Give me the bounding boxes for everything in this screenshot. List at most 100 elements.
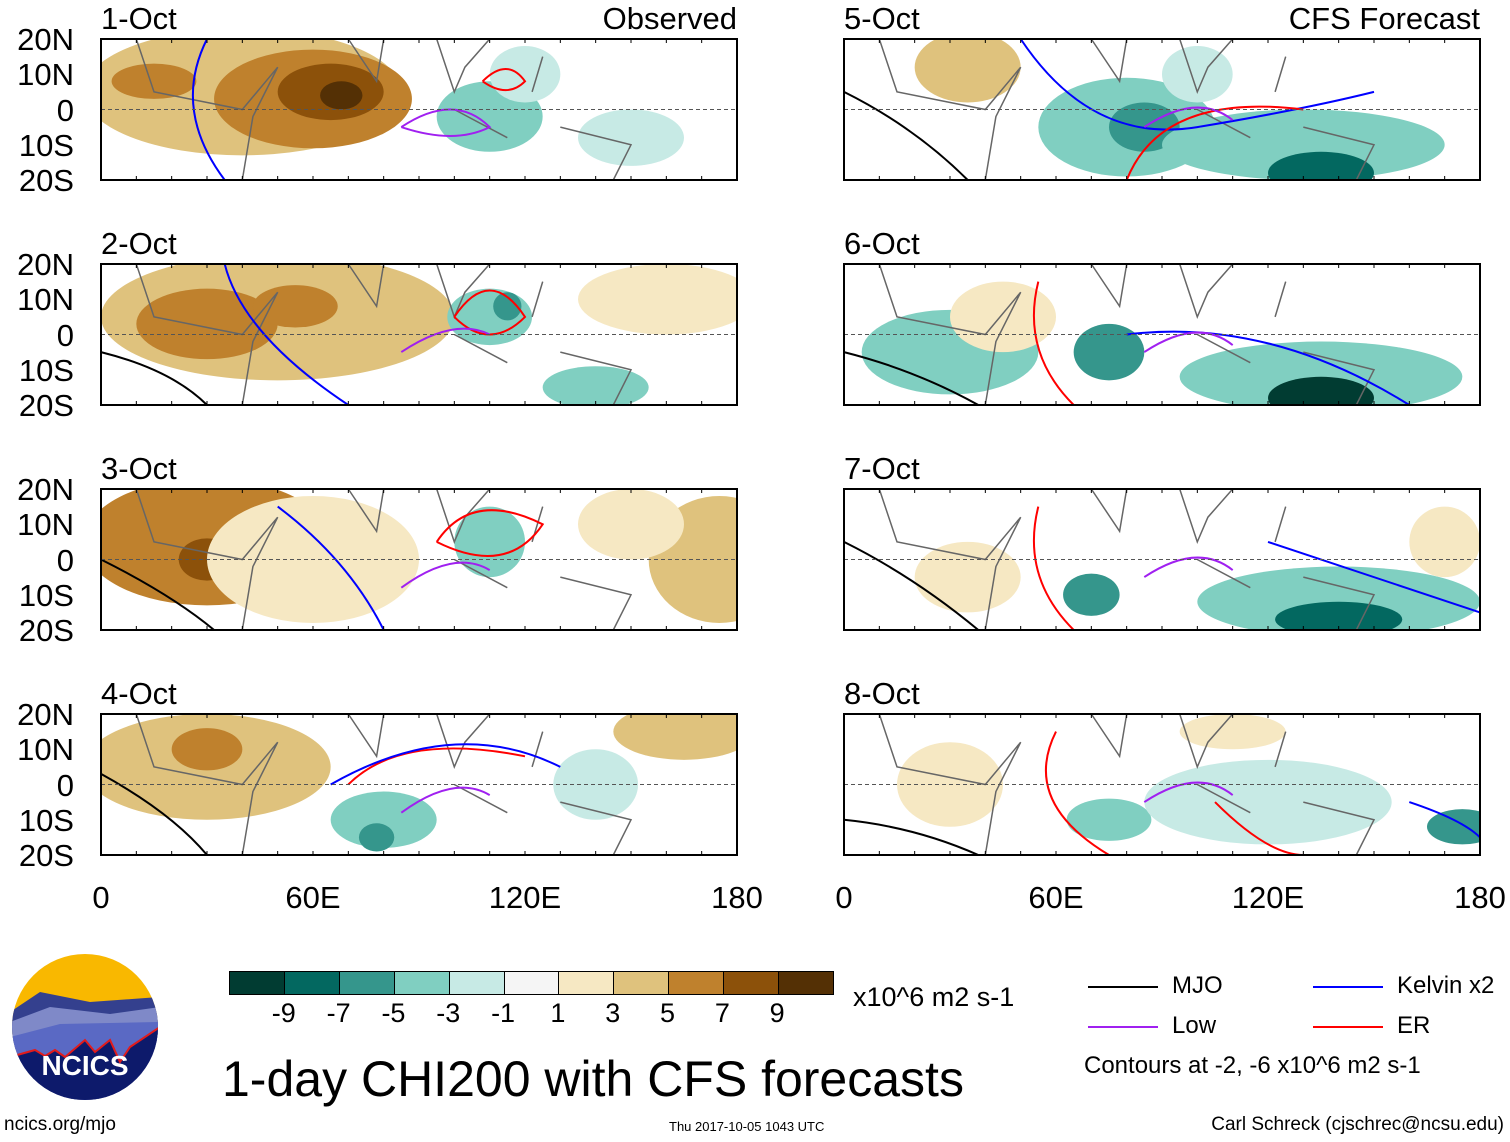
wave-contour — [100, 351, 208, 406]
panel-date-label: 4-Oct — [101, 676, 177, 711]
anomaly-shading — [1073, 323, 1145, 381]
map-panel — [100, 488, 738, 631]
wave-contour — [1143, 556, 1234, 578]
colorbar-tick-label: 7 — [714, 998, 730, 1028]
legend-label: Kelvin x2 — [1397, 972, 1495, 999]
y-tick-label: 10S — [18, 352, 74, 388]
anomaly-shading — [1179, 714, 1286, 750]
wave-contour — [435, 509, 545, 557]
colorbar-swatch — [669, 972, 725, 994]
colorbar-swatch — [449, 972, 505, 994]
colorbar — [229, 971, 834, 995]
panel-date-label: 1-Oct — [101, 1, 177, 36]
anomaly-shading — [613, 713, 738, 760]
anomaly-shading — [1268, 376, 1374, 406]
anomaly-shading — [578, 109, 684, 166]
map-panel — [100, 713, 738, 856]
wave-contour — [1143, 106, 1234, 128]
anomaly-shading — [1162, 46, 1233, 103]
colorbar-tick-label: -3 — [436, 998, 461, 1028]
map-panel — [100, 263, 738, 406]
y-tick-label: 10N — [17, 507, 74, 543]
colorbar-swatch — [559, 972, 615, 994]
anomaly-shading — [1427, 809, 1481, 845]
panel-date-label: 2-Oct — [101, 226, 177, 261]
x-tick-label: 120E — [488, 880, 562, 915]
y-tick-label: 20N — [17, 697, 74, 732]
anomaly-shading — [1197, 566, 1480, 631]
footer-timestamp: Thu 2017-10-05 1043 UTC — [669, 1119, 825, 1134]
coastline — [135, 713, 633, 856]
y-tick-label: 20S — [18, 388, 74, 423]
y-tick-label: 20N — [17, 247, 74, 282]
colorbar-swatch — [779, 972, 833, 994]
x-tick-label: 0 — [92, 880, 110, 915]
legend-label: Low — [1172, 1012, 1217, 1039]
anomaly-shading — [320, 81, 363, 110]
wave-contour — [1143, 331, 1234, 353]
wave-contour — [843, 351, 979, 406]
coastline — [135, 263, 633, 406]
wave-contour — [347, 747, 526, 786]
column-heading: Observed — [602, 1, 737, 36]
x-tick-label: 60E — [285, 880, 341, 915]
wave-contour — [400, 786, 491, 814]
colorbar-tick-label: -7 — [326, 998, 351, 1028]
y-tick-label: 20S — [18, 163, 74, 198]
x-tick-label: 180 — [711, 880, 763, 915]
y-tick-label: 0 — [56, 542, 74, 578]
coastline — [878, 713, 1376, 856]
legend-label: MJO — [1172, 972, 1223, 999]
colorbar-swatch — [394, 972, 450, 994]
legend-line — [1088, 986, 1158, 988]
colorbar-tick-label: 3 — [605, 998, 621, 1028]
map-panel — [843, 263, 1481, 406]
anomaly-shading — [111, 63, 197, 99]
x-tick-label: 120E — [1231, 880, 1305, 915]
panel-date-label: 8-Oct — [844, 676, 920, 711]
map-panel — [843, 713, 1481, 856]
anomaly-shading — [1275, 601, 1403, 631]
y-tick-label: 20S — [18, 613, 74, 648]
map-panel — [843, 38, 1481, 181]
wave-contour — [453, 289, 527, 336]
colorbar-tick-label: 9 — [769, 998, 785, 1028]
anomaly-shading — [914, 541, 1021, 613]
footer-url[interactable]: ncics.org/mjo — [4, 1114, 116, 1135]
wave-contour — [1032, 281, 1075, 406]
wave-contour — [1044, 731, 1110, 856]
anomaly-shading — [578, 264, 738, 335]
y-tick-label: 0 — [56, 317, 74, 353]
map-panel — [843, 488, 1481, 631]
wave-contour — [400, 327, 491, 353]
anomaly-shading — [950, 281, 1056, 353]
colorbar-swatch — [284, 972, 340, 994]
wave-contour — [843, 91, 969, 181]
anomaly-shading — [489, 46, 561, 103]
anomaly-shading — [493, 292, 522, 321]
colorbar-swatch — [339, 972, 395, 994]
wave-contour — [100, 773, 208, 856]
column-heading: CFS Forecast — [1288, 1, 1480, 36]
contour-note: Contours at -2, -6 x10^6 m2 s-1 — [1084, 1052, 1421, 1079]
anomaly-shading — [171, 728, 243, 771]
wave-contour — [100, 558, 215, 631]
colorbar-tick-label: 5 — [660, 998, 676, 1028]
wave-contour — [1125, 105, 1304, 181]
colorbar-swatch — [504, 972, 560, 994]
y-tick-label: 20N — [17, 22, 74, 57]
y-tick-label: 0 — [56, 767, 74, 803]
coastline — [878, 488, 1376, 631]
colorbar-tick-label: -5 — [381, 998, 406, 1028]
y-tick-label: 20N — [17, 472, 74, 507]
panel-date-label: 3-Oct — [101, 451, 177, 486]
wave-contour — [277, 505, 385, 631]
svg-text:NCICS: NCICS — [41, 1050, 128, 1081]
coastline — [135, 488, 633, 631]
ncics-logo: NCICS — [12, 954, 158, 1100]
anomaly-shading — [447, 288, 533, 346]
anomaly-shading — [1409, 506, 1480, 578]
anomaly-shading — [914, 38, 1021, 103]
colorbar-swatch — [724, 972, 780, 994]
